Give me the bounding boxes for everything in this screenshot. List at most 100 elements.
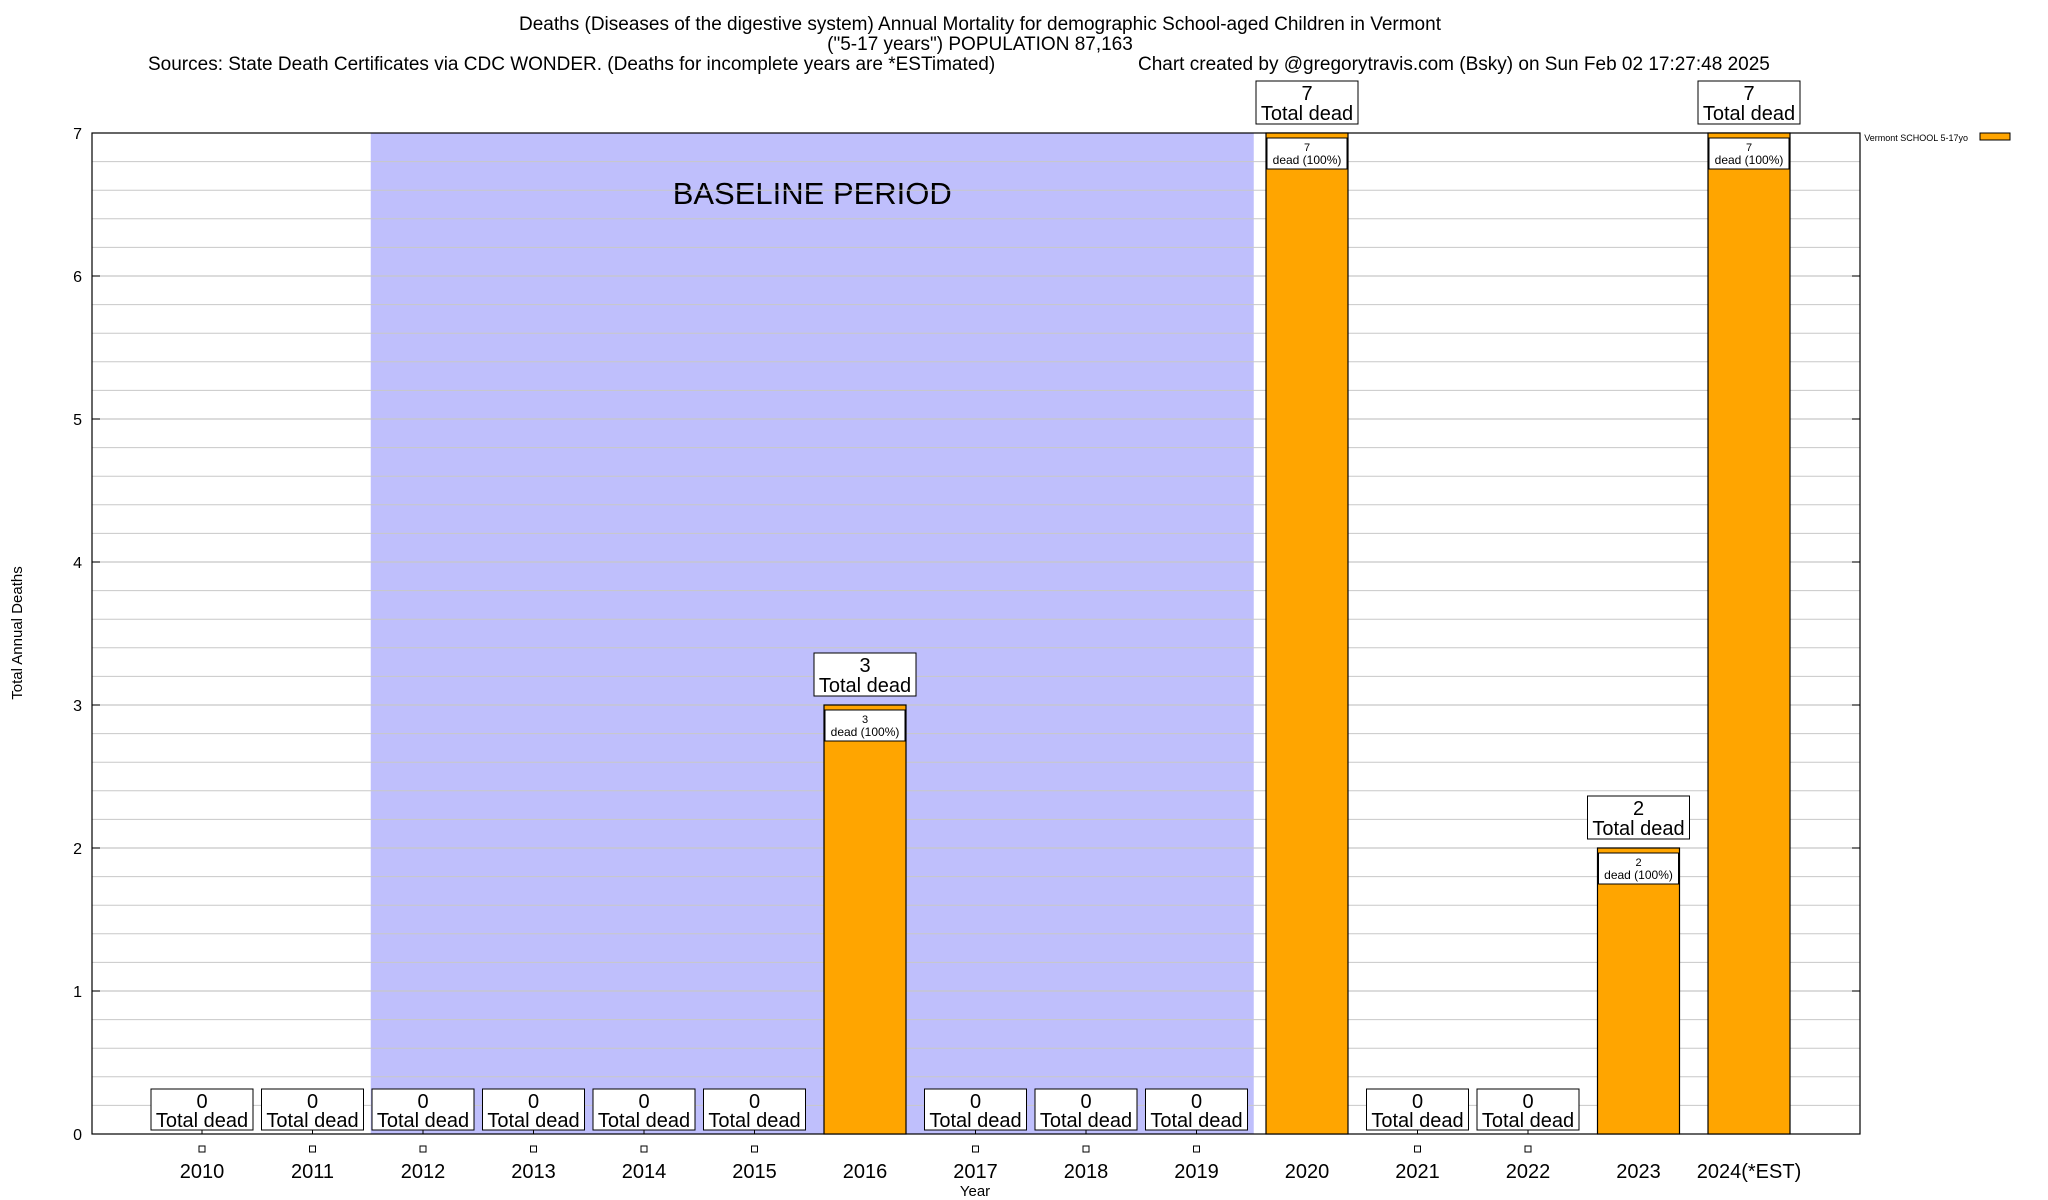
- total-label-box: [1587, 795, 1690, 840]
- total-text-label: Total dead: [266, 1110, 358, 1132]
- total-text-label: Total dead: [598, 1110, 690, 1132]
- zero-marker: [640, 1145, 648, 1153]
- total-value-label: 0: [638, 1091, 649, 1113]
- total-text-label: Total dead: [1150, 1110, 1242, 1132]
- x-tick-label: 2015: [732, 1161, 777, 1183]
- total-label-box: [1145, 1088, 1248, 1131]
- total-label-box: [482, 1088, 585, 1131]
- total-text-label: Total dead: [1482, 1110, 1574, 1132]
- total-value-label: 0: [1191, 1091, 1202, 1113]
- zero-marker: [530, 1145, 537, 1153]
- x-axis-label: Year: [960, 1183, 990, 1200]
- segment-label-box: [824, 709, 906, 742]
- y-tick-label: 1: [73, 984, 82, 1001]
- x-tick-label: 2016: [843, 1161, 888, 1183]
- total-label-box: [261, 1088, 364, 1131]
- total-value-label: 0: [970, 1091, 981, 1113]
- total-value-label: 7: [1743, 83, 1754, 105]
- x-tick-label: 2010: [180, 1161, 225, 1183]
- y-axis-label: Total Annual Deaths: [9, 566, 26, 699]
- zero-marker: [198, 1145, 206, 1153]
- total-text-label: Total dead: [1592, 818, 1684, 840]
- legend-swatch: [1979, 132, 2011, 141]
- segment-label-box: [1598, 852, 1679, 885]
- total-text-label: Total dead: [487, 1110, 579, 1132]
- y-tick-label: 6: [73, 269, 82, 286]
- total-value-label: 2: [1633, 798, 1644, 820]
- chart-credit: Chart created by @gregorytravis.com (Bsk…: [1138, 54, 1770, 75]
- bar: [1596, 847, 1681, 1135]
- x-tick-label: 2018: [1064, 1161, 1109, 1183]
- bar: [1265, 132, 1349, 1135]
- x-tick-label: 2011: [291, 1161, 334, 1183]
- total-label-box: [1255, 80, 1359, 125]
- zero-marker: [1082, 1145, 1090, 1153]
- zero-marker: [1414, 1145, 1421, 1153]
- total-label-box: [150, 1088, 254, 1131]
- x-tick-label: 2023: [1616, 1161, 1661, 1183]
- segment-percent-label: dead (100%): [831, 725, 900, 739]
- total-text-label: Total dead: [1040, 1110, 1132, 1132]
- total-label-box: [592, 1088, 696, 1131]
- x-tick-label: 2024(*EST): [1697, 1161, 1802, 1183]
- total-label-box: [813, 652, 917, 697]
- total-label-box: [1366, 1088, 1469, 1131]
- chart-title: Deaths (Diseases of the digestive system…: [519, 14, 1441, 35]
- total-label-box: [924, 1088, 1027, 1131]
- total-value-label: 0: [528, 1091, 539, 1113]
- total-text-label: Total dead: [708, 1110, 800, 1132]
- bar: [823, 704, 907, 1135]
- x-tick-label: 2022: [1506, 1161, 1551, 1183]
- segment-percent-label: dead (100%): [1273, 153, 1342, 167]
- total-text-label: Total dead: [929, 1110, 1021, 1132]
- y-tick-label: 3: [73, 698, 82, 715]
- y-tick-label: 2: [73, 841, 82, 858]
- total-value-label: 3: [859, 655, 870, 677]
- segment-value-label: 2: [1635, 857, 1641, 869]
- zero-marker: [972, 1145, 979, 1153]
- y-tick-label: 5: [73, 412, 82, 429]
- chart-subtitle: ("5-17 years") POPULATION 87,163: [827, 34, 1133, 55]
- total-text-label: Total dead: [1371, 1110, 1463, 1132]
- zero-marker: [309, 1145, 316, 1153]
- total-value-label: 0: [196, 1091, 207, 1113]
- total-text-label: Total dead: [156, 1110, 248, 1132]
- zero-marker: [419, 1145, 427, 1153]
- segment-value-label: 3: [862, 714, 868, 726]
- x-tick-label: 2021: [1395, 1161, 1440, 1183]
- chart-sources: Sources: State Death Certificates via CD…: [148, 54, 996, 75]
- total-value-label: 0: [1522, 1091, 1533, 1113]
- total-label-box: [1697, 80, 1801, 125]
- total-label-box: [1034, 1088, 1138, 1131]
- total-value-label: 0: [749, 1091, 760, 1113]
- total-text-label: Total dead: [377, 1110, 469, 1132]
- segment-percent-label: dead (100%): [1715, 153, 1784, 167]
- legend-label: Vermont SCHOOL 5-17yo: [1864, 133, 1968, 143]
- total-text-label: Total dead: [1261, 103, 1353, 125]
- total-value-label: 7: [1301, 83, 1312, 105]
- total-value-label: 0: [1080, 1091, 1091, 1113]
- zero-marker: [751, 1145, 758, 1153]
- total-label-box: [703, 1088, 806, 1131]
- segment-label-box: [1266, 137, 1348, 170]
- x-tick-label: 2014: [622, 1161, 667, 1183]
- total-value-label: 0: [1412, 1091, 1423, 1113]
- total-text-label: Total dead: [1703, 103, 1795, 125]
- baseline-band: [370, 133, 1254, 1134]
- x-tick-label: 2019: [1174, 1161, 1219, 1183]
- bar: [1707, 132, 1791, 1135]
- x-tick-label: 2020: [1285, 1161, 1330, 1183]
- x-tick-label: 2013: [511, 1161, 556, 1183]
- total-label-box: [1476, 1088, 1580, 1131]
- segment-label-box: [1708, 137, 1790, 170]
- x-tick-label: 2012: [401, 1161, 446, 1183]
- y-tick-label: 7: [73, 126, 82, 143]
- total-label-box: [371, 1088, 475, 1131]
- zero-marker: [1524, 1145, 1532, 1153]
- baseline-label: BASELINE PERIOD: [673, 176, 952, 211]
- segment-value-label: 7: [1746, 142, 1752, 154]
- total-value-label: 0: [417, 1091, 428, 1113]
- y-tick-label: 0: [73, 1127, 82, 1144]
